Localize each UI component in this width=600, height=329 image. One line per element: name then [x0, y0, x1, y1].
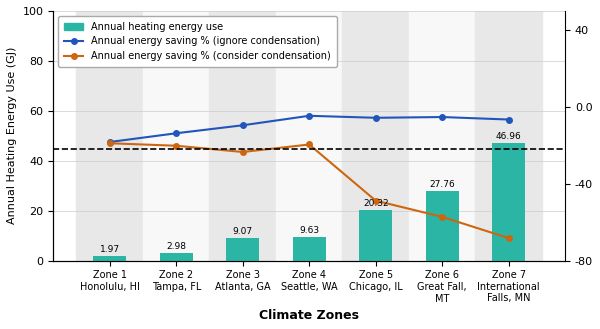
- Bar: [160, 253, 193, 261]
- Bar: [475, 11, 542, 261]
- Text: 2.98: 2.98: [166, 242, 186, 251]
- Bar: [359, 210, 392, 261]
- Bar: [209, 11, 276, 261]
- Text: 46.96: 46.96: [496, 132, 521, 141]
- Legend: Annual heating energy use, Annual energy saving % (ignore condensation), Annual : Annual heating energy use, Annual energy…: [58, 16, 337, 67]
- Bar: [343, 11, 409, 261]
- Text: 9.07: 9.07: [233, 227, 253, 236]
- Bar: [276, 11, 343, 261]
- Y-axis label: Annual Heating Energy Use (GJ): Annual Heating Energy Use (GJ): [7, 47, 17, 224]
- X-axis label: Climate Zones: Climate Zones: [259, 309, 359, 322]
- Text: 9.63: 9.63: [299, 226, 319, 235]
- Bar: [76, 11, 143, 261]
- Bar: [93, 256, 127, 261]
- Bar: [293, 237, 326, 261]
- Text: 27.76: 27.76: [430, 180, 455, 189]
- Bar: [492, 143, 526, 261]
- Bar: [409, 11, 475, 261]
- Bar: [226, 238, 259, 261]
- Bar: [425, 191, 459, 261]
- Bar: [143, 11, 209, 261]
- Text: 20.32: 20.32: [363, 199, 389, 208]
- Text: 1.97: 1.97: [100, 245, 120, 254]
